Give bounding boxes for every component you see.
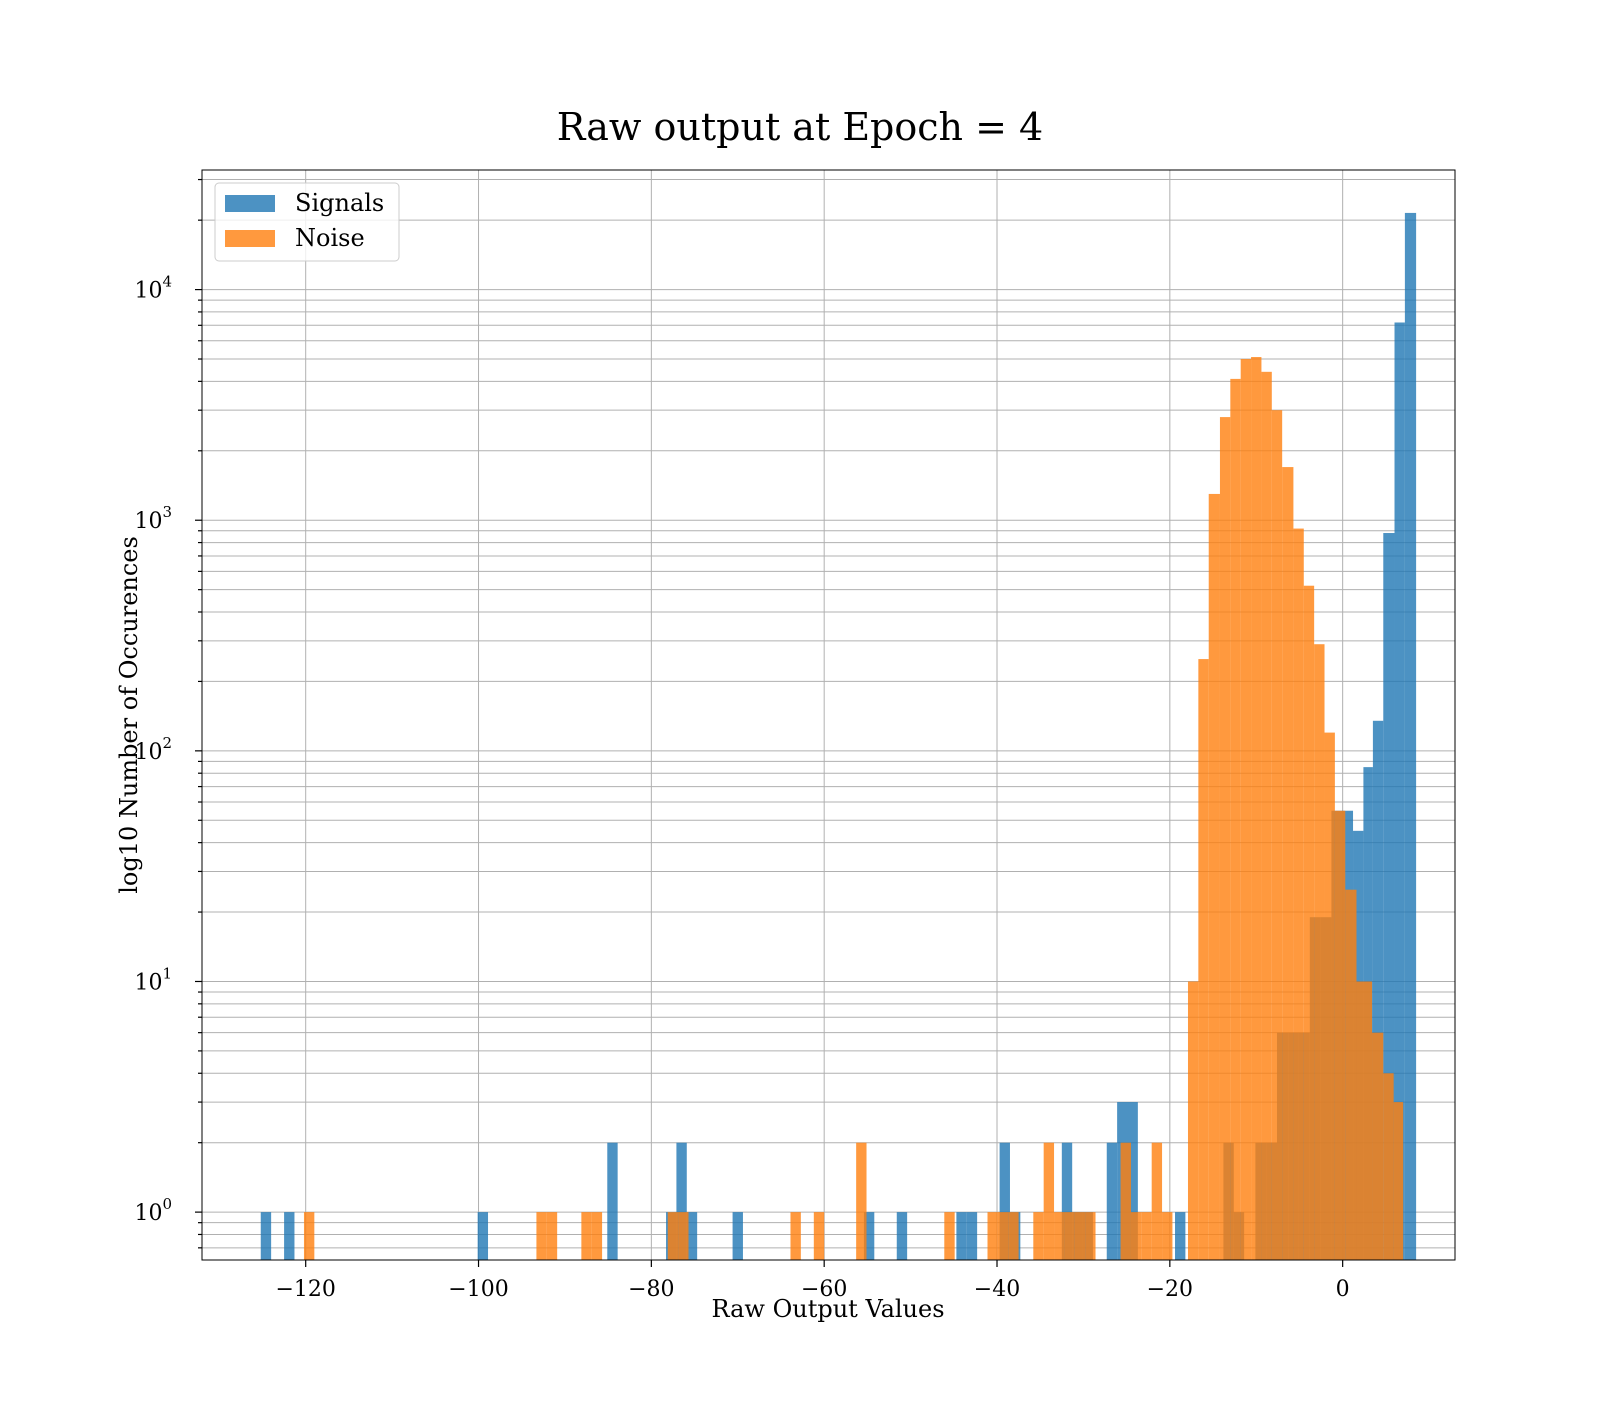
histogram-bar-noise <box>536 1212 547 1260</box>
histogram-bar-noise <box>1219 417 1231 1260</box>
histogram-bar-noise <box>1043 1142 1055 1260</box>
histogram-bar-signals <box>284 1212 295 1260</box>
histogram-bar-signals <box>676 1142 687 1260</box>
histogram-bar-noise <box>1314 644 1325 1260</box>
y-tick-label: 101 <box>134 964 172 995</box>
histogram-bar-signals <box>863 1212 875 1260</box>
histogram-bar-signals <box>260 1212 272 1260</box>
y-tick-label: 104 <box>134 273 172 304</box>
histogram-bar-noise <box>581 1212 592 1260</box>
histogram-bar-noise <box>1008 1212 1019 1260</box>
legend-label-noise: Noise <box>295 224 365 252</box>
histogram-bar-noise <box>1187 981 1199 1260</box>
histogram-bar-noise <box>1033 1212 1044 1260</box>
histogram-bar-noise <box>303 1212 315 1260</box>
histogram-bar-noise <box>1230 378 1241 1260</box>
y-axis-label: log10 Number of Occurences <box>115 536 143 894</box>
y-tick-label: 102 <box>134 734 172 765</box>
x-ticks: −120 −100 −80 −60 −40 −20 0 <box>275 1260 1350 1302</box>
y-tick-label: 103 <box>134 503 172 534</box>
histogram-bar-noise <box>667 1212 679 1260</box>
histogram-bar-signals <box>607 1142 618 1260</box>
histogram-bar-noise <box>1324 732 1335 1260</box>
histogram-bar-noise <box>790 1212 801 1260</box>
histogram-bar-noise <box>1085 1212 1096 1260</box>
series-noise <box>303 357 1404 1261</box>
histogram-bar-noise <box>1356 981 1373 1260</box>
histogram-bar-noise <box>1151 1142 1163 1260</box>
histogram-bar-noise <box>1251 357 1262 1261</box>
x-tick-label: −40 <box>974 1277 1020 1302</box>
histogram-bar-signals <box>1175 1212 1186 1260</box>
histogram-bar-noise <box>1198 659 1209 1260</box>
histogram-bar-signals <box>966 1212 978 1260</box>
histogram-bar-noise <box>1261 371 1272 1260</box>
histogram-bar-signals <box>956 1212 967 1260</box>
histogram-bar-noise <box>1345 889 1357 1260</box>
histogram-bar-signals <box>896 1212 908 1260</box>
x-axis-label: Raw Output Values <box>711 1295 944 1323</box>
x-tick-label: −20 <box>1147 1277 1193 1302</box>
x-tick-label: −60 <box>801 1277 847 1302</box>
histogram-bar-noise <box>1282 467 1294 1260</box>
x-tick-label: −120 <box>275 1277 335 1302</box>
histogram-bar-noise <box>1141 1212 1152 1260</box>
legend-label-signals: Signals <box>295 189 384 217</box>
histogram-bar-noise <box>1334 810 1346 1260</box>
histogram-bar-noise <box>1372 1032 1384 1260</box>
histogram-bar-noise <box>813 1212 825 1260</box>
x-tick-label: −100 <box>448 1277 508 1302</box>
histogram-bar-signals <box>732 1212 743 1260</box>
histogram-bar-signals <box>1061 1142 1073 1260</box>
histogram-bar-noise <box>1383 1073 1394 1260</box>
histogram-bar-noise <box>1162 1212 1173 1260</box>
histogram-bar-signals <box>1394 322 1405 1260</box>
histogram-bar-signals <box>1127 1102 1138 1260</box>
histogram-bar-signals <box>1106 1142 1118 1260</box>
plot-frame <box>201 169 1456 1261</box>
histogram-bar-signals <box>1383 533 1395 1260</box>
histogram-bar-noise <box>944 1212 955 1260</box>
histogram-bar-noise <box>1120 1142 1131 1260</box>
legend-swatch-noise <box>225 230 275 247</box>
histogram-bar-signals <box>1404 212 1417 1260</box>
histogram-bar-noise <box>1074 1212 1086 1260</box>
histogram-bar-noise <box>1293 528 1304 1260</box>
histogram-bar-signals <box>999 1142 1010 1260</box>
histogram-bar-signals <box>1372 720 1384 1260</box>
histogram-bar-signals <box>477 1212 489 1260</box>
histogram-bar-noise <box>1208 493 1220 1260</box>
histogram-bar-noise <box>678 1212 689 1260</box>
bars-layer <box>260 212 1417 1261</box>
x-tick-label: −80 <box>628 1277 674 1302</box>
histogram-bar-noise <box>591 1212 603 1260</box>
histogram-bar-noise <box>1271 410 1283 1260</box>
x-tick-label: 0 <box>1336 1277 1350 1302</box>
legend-swatch-signals <box>225 195 275 212</box>
histogram-bar-noise <box>856 1142 867 1260</box>
histogram-bar-noise <box>1054 1212 1065 1260</box>
histogram-bar-noise <box>1393 1102 1404 1260</box>
histogram-bar-noise <box>546 1212 558 1260</box>
chart-title: Raw output at Epoch = 4 <box>557 105 1043 149</box>
histogram-bar-noise <box>1064 1212 1075 1260</box>
legend: Signals Noise <box>214 182 400 262</box>
histogram-bar-noise <box>1303 585 1315 1260</box>
y-ticks: 100 101 102 103 104 <box>134 178 202 1249</box>
histogram-bar-signals <box>686 1212 698 1260</box>
histogram-bar-noise <box>997 1212 1009 1260</box>
histogram-bar-noise <box>1240 359 1252 1260</box>
histogram-bar-noise <box>987 1212 998 1260</box>
histogram-bar-noise <box>1130 1212 1142 1260</box>
y-tick-label: 100 <box>134 1195 172 1226</box>
